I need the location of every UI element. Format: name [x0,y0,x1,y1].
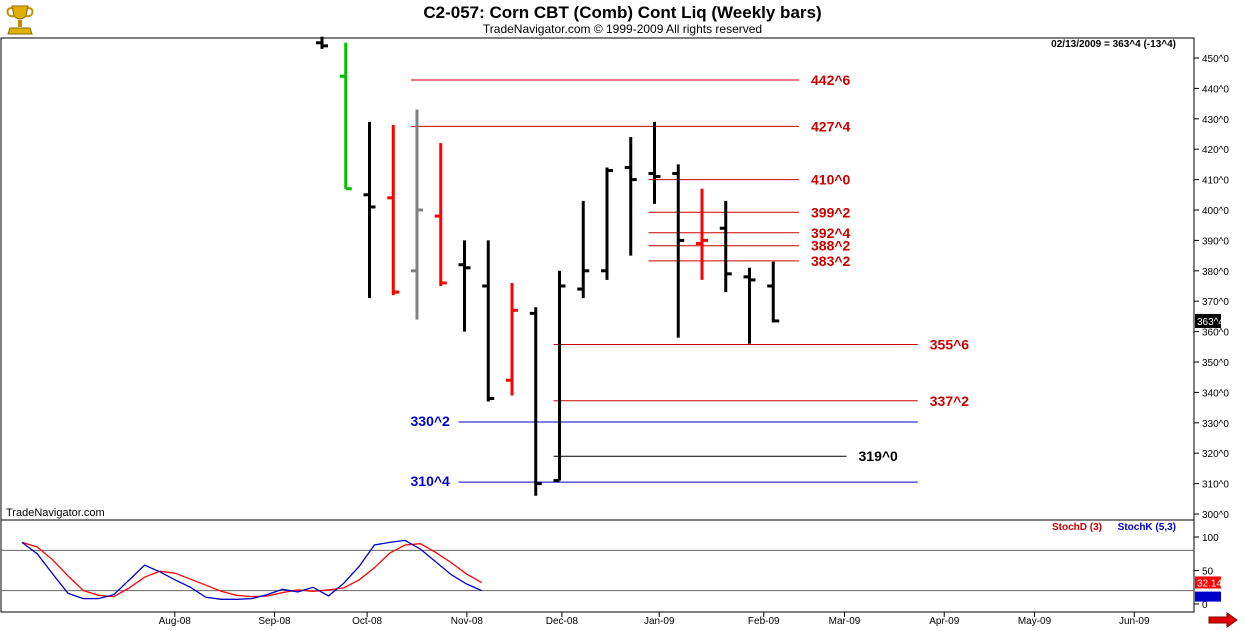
trophy-logo-icon [6,5,34,35]
price-tick-label: 350^0 [1202,358,1229,369]
x-tick-label: Sep-08 [258,616,291,627]
price-tick-label: 450^0 [1202,54,1229,65]
x-tick-label: Oct-08 [352,616,382,627]
stoch-y-axis: 100 50 0 32.14 [1,533,1222,611]
stoch-k-legend: StochK (5,3) [1118,522,1176,533]
stoch-d-last-box [1195,576,1221,589]
chart-title: C2-057: Corn CBT (Comb) Cont Liq (Weekly… [423,3,822,22]
chart-header: C2-057: Corn CBT (Comb) Cont Liq (Weekly… [0,0,1245,38]
stoch-panel-frame [0,519,1195,613]
stoch-d-last-text: 32.14 [1197,578,1222,589]
price-tick-label: 340^0 [1202,388,1229,399]
level-label: 355^6 [930,337,970,353]
price-tick-label: 300^0 [1202,510,1229,521]
x-tick-label: May-09 [1018,616,1052,627]
last-price-box [1195,313,1221,328]
x-tick-label: Mar-09 [829,616,861,627]
level-label: 383^2 [811,253,851,269]
x-tick-label: Aug-08 [159,616,192,627]
price-tick-label: 320^0 [1202,449,1229,460]
stoch-k-last-box [1195,591,1221,602]
date-value-readout: 02/13/2009 = 363^4 (-13^4) [1051,39,1176,50]
x-tick-label: Jan-09 [644,616,675,627]
price-y-axis: 450^0 440^0 430^0 420^0 410^0 400^0 390^0 380^0… [1194,54,1229,521]
stoch-tick-label: 0 [1202,600,1208,611]
price-tick-label: 360^0 [1202,328,1229,339]
stoch-tick-label: 50 [1202,567,1214,578]
x-tick-label: Feb-09 [748,616,780,627]
stoch-line [21,539,482,600]
x-tick-label: Jun-09 [1119,616,1150,627]
price-tick-label: 410^0 [1202,176,1229,187]
time-x-axis: Aug-08 Sep-08 Oct-08 Nov-08 Dec-08 Jan-09 Feb-… [159,612,1150,627]
stoch-line [21,541,483,598]
scroll-right-arrow-icon[interactable] [1207,612,1239,628]
stoch-d-legend: StochD (3) [1052,522,1102,533]
level-label: 442^6 [811,72,851,88]
chart-copyright: TradeNavigator.com © 1999-2009 All right… [482,22,763,36]
price-tick-label: 430^0 [1202,115,1229,126]
watermark-text: TradeNavigator.com [6,507,105,519]
ohlc-bars [316,36,780,496]
level-label: 392^4 [811,225,851,241]
price-tick-label: 420^0 [1202,145,1229,156]
price-tick-label: 440^0 [1202,84,1229,95]
price-tick-label: 330^0 [1202,419,1229,430]
level-label: 310^4 [411,473,451,489]
stoch-tick-label: 100 [1202,533,1219,544]
x-tick-label: Dec-08 [546,616,579,627]
last-price-label: 363^4 [1195,313,1224,328]
level-label: 337^2 [930,393,970,409]
x-tick-label: Nov-08 [451,616,484,627]
price-panel-frame [0,37,1195,521]
price-tick-label: 380^0 [1202,267,1229,278]
level-label: 427^4 [811,118,851,134]
level-label: 319^0 [859,448,899,464]
stoch-lines [21,539,483,600]
x-tick-label: Apr-09 [929,616,959,627]
level-label: 410^0 [811,172,851,188]
price-tick-label: 390^0 [1202,236,1229,247]
last-price-text: 363^4 [1197,317,1224,328]
price-tick-label: 400^0 [1202,206,1229,217]
price-tick-label: 310^0 [1202,480,1229,491]
level-label: 330^2 [411,413,451,429]
level-label: 388^2 [811,238,851,254]
level-label: 399^2 [811,204,851,220]
price-tick-label: 370^0 [1202,297,1229,308]
